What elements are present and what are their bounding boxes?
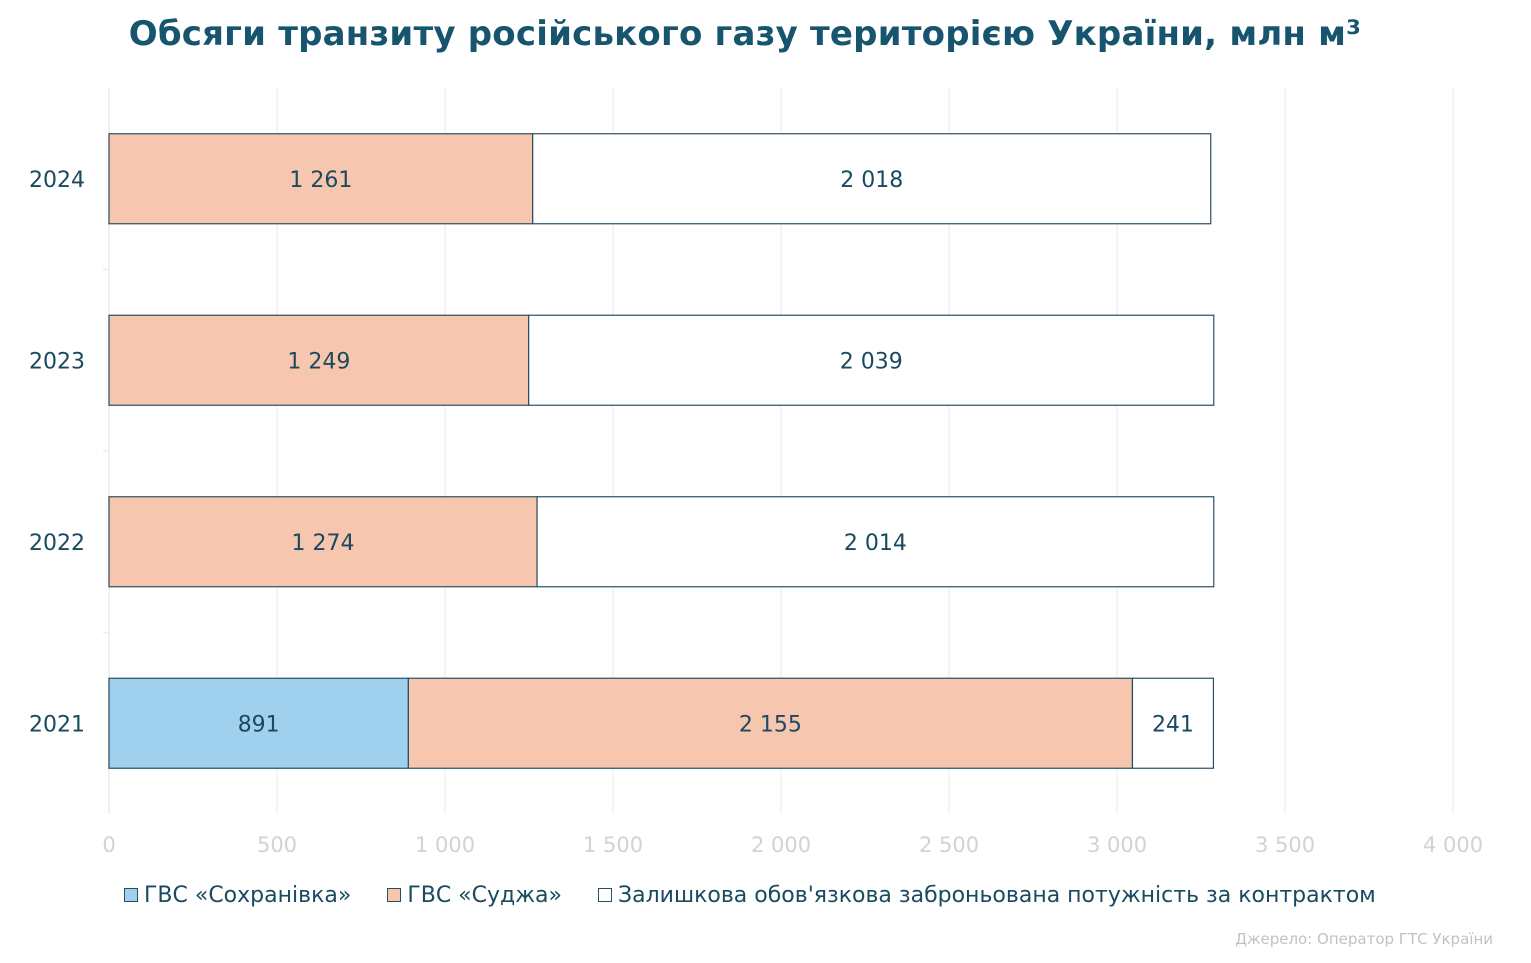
bar-2023-series-1[interactable] [108,314,530,406]
legend-swatch-residual-capacity [598,888,612,902]
legend-label-sudzha: ГВС «Суджа» [407,882,562,908]
category-label-2021: 2021 [29,712,85,737]
x-tick-label: 0 [102,833,115,857]
x-tick-label: 1 000 [415,833,475,857]
category-label-2022: 2022 [29,531,85,556]
legend-item-residual-capacity[interactable]: Залишкова обов'язкова заброньована потуж… [598,883,1376,908]
x-tick-label: 2 500 [919,833,979,857]
bar-2023-series-2[interactable] [528,314,1215,406]
x-tick-label: 3 500 [1255,833,1315,857]
x-tick-label: 2 000 [751,833,811,857]
legend-swatch-sudzha [387,888,402,902]
category-label-2023: 2023 [29,349,85,374]
source-note: Джерело: Оператор ГТС України [1235,930,1493,948]
data-label-2021-series-2: 241 [1152,712,1194,737]
chart-title: Обсяги транзиту російського газу територ… [128,14,1362,54]
bar-2022-series-1[interactable] [108,496,538,588]
bars [108,133,1215,769]
x-tick-label: 1 500 [583,833,643,857]
data-label-2023-series-2: 2 039 [840,349,903,374]
bar-2021-series-2[interactable] [1131,677,1215,769]
y-axis-categories: 2024 2023 2022 2021 [29,168,85,738]
data-label-2022-series-2: 2 014 [844,531,907,556]
legend-item-sudzha[interactable]: ГВС «Суджа» [387,883,562,908]
data-label-2021-series-1: 2 155 [739,712,802,737]
y-axis [103,88,110,814]
data-label-2021-series-0: 891 [238,712,280,737]
x-axis-ticks: 0 500 1 000 1 500 2 000 2 500 3 000 3 500 4 000 [102,833,1483,857]
bar-2024-series-1[interactable] [108,133,534,225]
data-label-2024-series-1: 1 261 [289,168,352,193]
x-tick-label: 3 000 [1087,833,1147,857]
data-label-2023-series-1: 1 249 [287,349,350,374]
data-label-2022-series-1: 1 274 [292,531,355,556]
legend-label-residual-capacity: Залишкова обов'язкова заброньована потуж… [618,882,1376,908]
legend-item-sokhranivka[interactable]: ГВС «Сохранівка» [124,883,351,908]
bar-2024-series-2[interactable] [532,133,1212,225]
data-labels: 1 261 2 018 1 249 2 039 1 274 2 014 891 2 155 24… [238,168,1194,738]
legend-label-sokhranivka: ГВС «Сохранівка» [144,882,352,908]
category-label-2024: 2024 [29,168,85,193]
x-tick-label: 4 000 [1423,833,1483,857]
bar-2021-series-0[interactable] [108,677,409,769]
bar-2021-series-1[interactable] [407,677,1134,769]
x-tick-label: 500 [257,833,297,857]
data-label-2024-series-2: 2 018 [840,168,903,193]
bar-chart: 1 261 2 018 1 249 2 039 1 274 2 014 891 2 155 24… [29,88,1483,857]
bar-2022-series-2[interactable] [536,496,1215,588]
legend-swatch-sokhranivka [124,888,138,902]
legend: ГВС «Сохранівка» ГВС «Суджа» Залишкова о… [124,880,1412,910]
